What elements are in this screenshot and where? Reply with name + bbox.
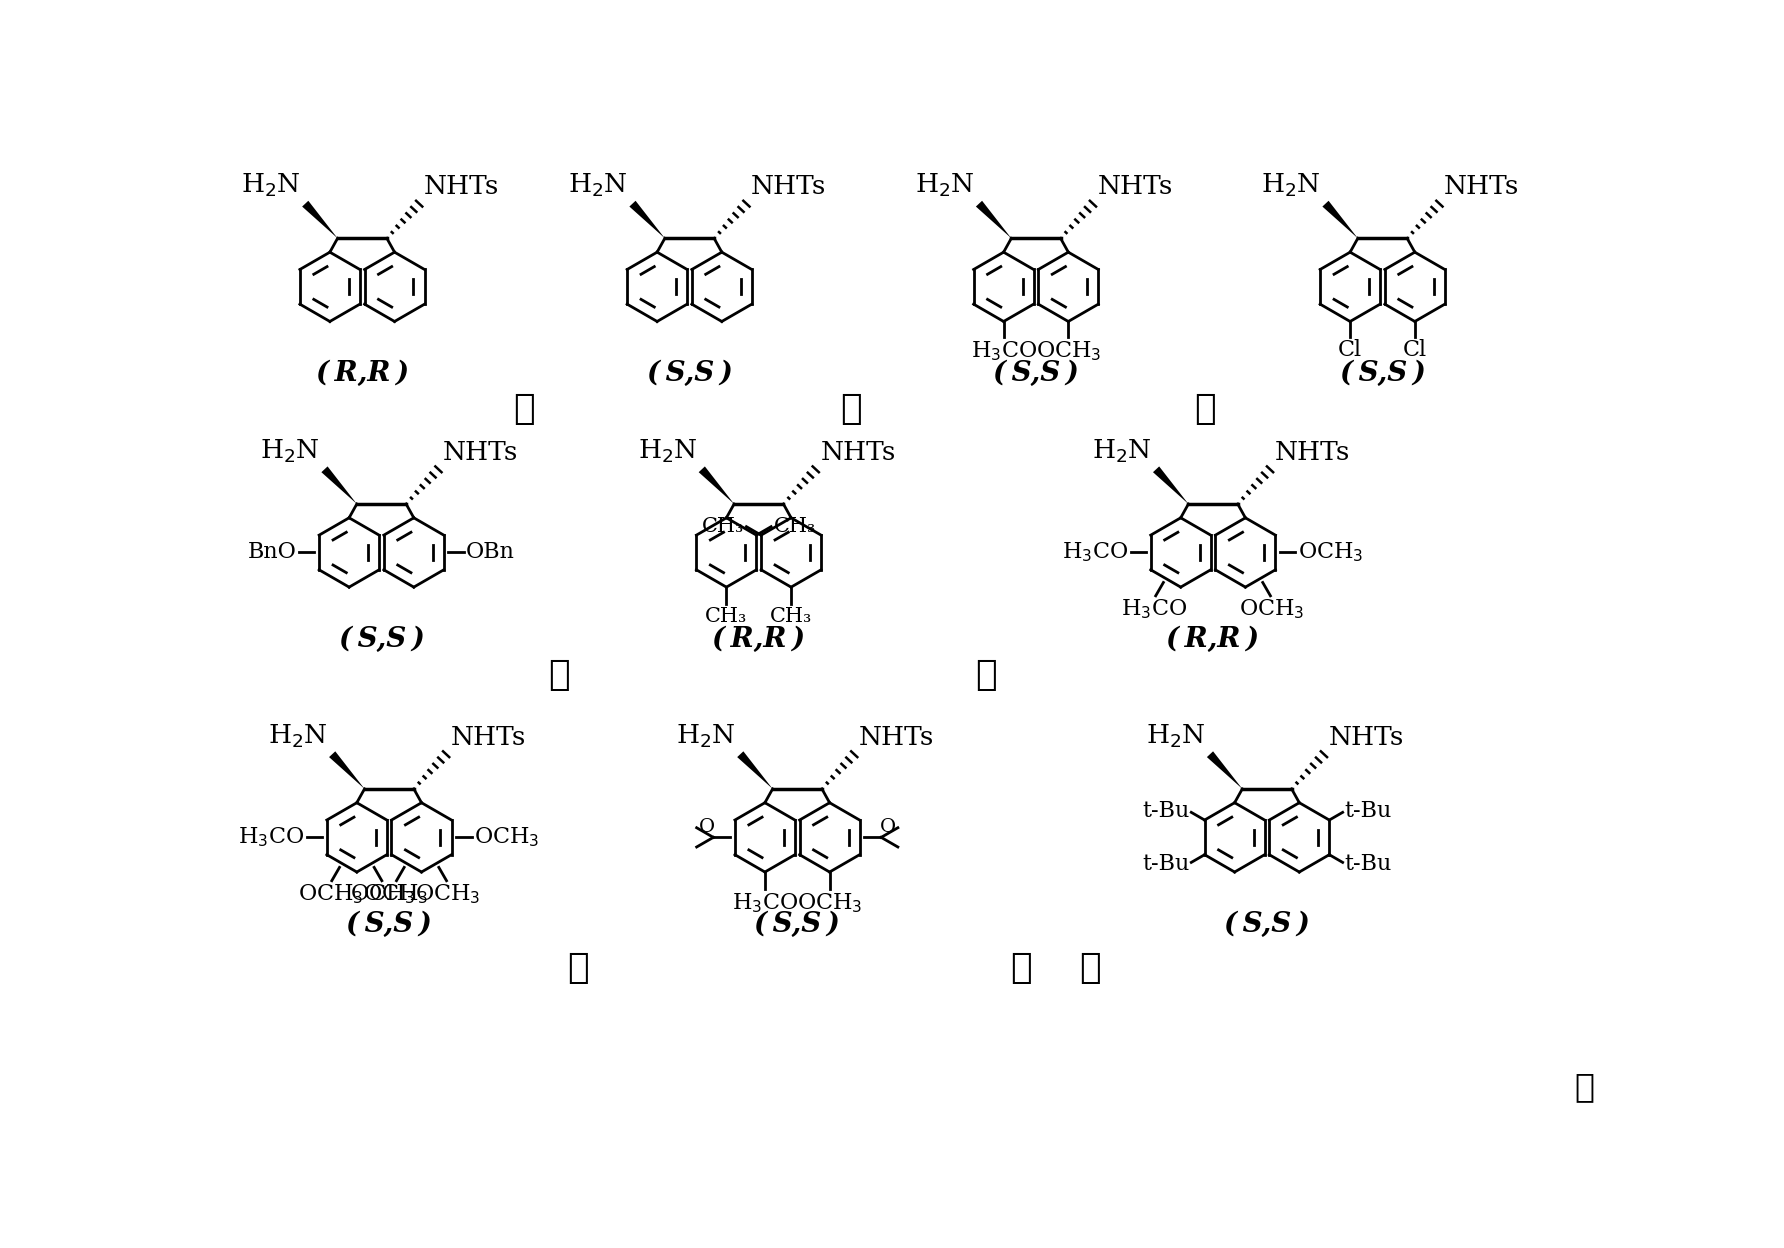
Polygon shape (1208, 751, 1242, 789)
Text: CH₃: CH₃ (774, 517, 815, 537)
Text: 、: 、 (548, 658, 569, 691)
Text: OCH$_3$: OCH$_3$ (475, 826, 539, 849)
Text: NHTs: NHTs (451, 725, 526, 750)
Polygon shape (737, 751, 772, 789)
Text: OCH$_3$: OCH$_3$ (1035, 339, 1101, 363)
Text: ( S,S ): ( S,S ) (994, 359, 1079, 387)
Polygon shape (1322, 201, 1358, 238)
Text: H$_2$N: H$_2$N (637, 437, 698, 464)
Text: Cl: Cl (1338, 339, 1363, 361)
Text: NHTs: NHTs (1097, 173, 1172, 198)
Polygon shape (630, 201, 665, 238)
Text: H$_2$N: H$_2$N (1145, 723, 1206, 750)
Text: t-Bu: t-Bu (1142, 852, 1190, 875)
Text: OCH$_3$: OCH$_3$ (797, 891, 862, 915)
Text: NHTs: NHTs (1329, 725, 1404, 750)
Text: 、: 、 (840, 392, 862, 427)
Text: ( S,S ): ( S,S ) (1224, 911, 1309, 937)
Text: O: O (699, 817, 715, 836)
Polygon shape (976, 201, 1012, 238)
Text: OCH$_3$: OCH$_3$ (350, 882, 416, 906)
Text: OCH$_3$: OCH$_3$ (298, 882, 364, 906)
Text: H$_2$N: H$_2$N (268, 723, 328, 750)
Text: NHTs: NHTs (442, 439, 519, 464)
Text: H$_3$CO: H$_3$CO (731, 891, 797, 915)
Text: 、: 、 (514, 392, 535, 427)
Text: H$_3$CO: H$_3$CO (1061, 540, 1127, 564)
Text: H$_3$CO: H$_3$CO (239, 826, 305, 849)
Text: CH₃: CH₃ (705, 607, 747, 626)
Text: ( R,R ): ( R,R ) (1167, 625, 1260, 653)
Polygon shape (321, 467, 357, 504)
Text: ( R,R ): ( R,R ) (712, 625, 805, 653)
Text: OCH$_3$: OCH$_3$ (1238, 598, 1304, 622)
Text: BnO: BnO (248, 542, 296, 563)
Text: ( S,S ): ( S,S ) (755, 911, 840, 937)
Text: 、: 、 (567, 951, 589, 985)
Text: H$_2$N: H$_2$N (260, 437, 319, 464)
Polygon shape (699, 467, 735, 504)
Text: H$_2$N: H$_2$N (1092, 437, 1151, 464)
Text: NHTs: NHTs (1274, 439, 1350, 464)
Text: ( S,S ): ( S,S ) (346, 911, 432, 937)
Polygon shape (301, 201, 337, 238)
Text: t-Bu: t-Bu (1345, 800, 1392, 822)
Text: NHTs: NHTs (858, 725, 935, 750)
Text: 、: 、 (1195, 392, 1217, 427)
Text: NHTs: NHTs (821, 439, 896, 464)
Text: 、: 、 (1010, 951, 1031, 985)
Text: H$_2$N: H$_2$N (241, 171, 301, 198)
Text: t-Bu: t-Bu (1345, 852, 1392, 875)
Text: OBn: OBn (466, 542, 516, 563)
Text: t-Bu: t-Bu (1142, 800, 1190, 822)
Polygon shape (1152, 467, 1188, 504)
Text: H$_3$CO: H$_3$CO (970, 339, 1037, 363)
Text: OCH$_3$: OCH$_3$ (416, 882, 480, 906)
Text: ( S,S ): ( S,S ) (339, 625, 425, 653)
Text: H$_3$CO: H$_3$CO (1122, 598, 1188, 622)
Text: NHTs: NHTs (1443, 173, 1520, 198)
Text: Cl: Cl (1402, 339, 1427, 361)
Text: ( S,S ): ( S,S ) (1340, 359, 1425, 387)
Text: 。: 。 (1573, 1071, 1595, 1103)
Text: O: O (880, 817, 896, 836)
Text: CH₃: CH₃ (771, 607, 812, 626)
Text: ( R,R ): ( R,R ) (316, 359, 409, 387)
Text: 、: 、 (976, 658, 997, 691)
Text: H$_2$N: H$_2$N (676, 723, 735, 750)
Text: NHTs: NHTs (425, 173, 500, 198)
Text: H$_2$N: H$_2$N (1261, 171, 1320, 198)
Text: ( S,S ): ( S,S ) (646, 359, 733, 387)
Text: NHTs: NHTs (751, 173, 826, 198)
Text: OCH$_3$: OCH$_3$ (1297, 540, 1363, 564)
Text: CH₃: CH₃ (701, 517, 744, 537)
Text: H$_2$N: H$_2$N (569, 171, 628, 198)
Text: OCH$_3$: OCH$_3$ (362, 882, 428, 906)
Text: H$_2$N: H$_2$N (915, 171, 974, 198)
Text: 或: 或 (1079, 951, 1101, 985)
Polygon shape (328, 751, 364, 789)
